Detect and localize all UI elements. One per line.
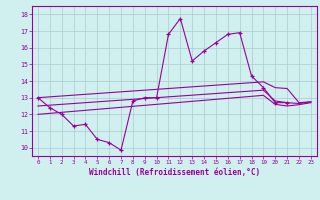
X-axis label: Windchill (Refroidissement éolien,°C): Windchill (Refroidissement éolien,°C) — [89, 168, 260, 177]
